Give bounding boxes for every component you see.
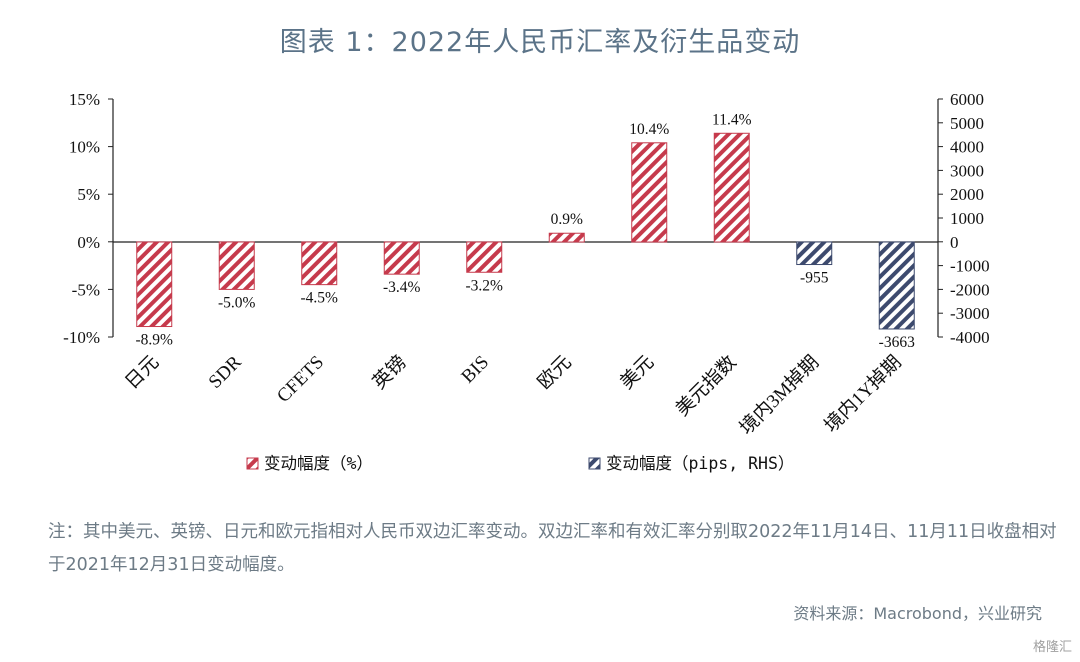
right-tick-label: 5000: [950, 114, 984, 133]
right-tick-label: 6000: [950, 90, 984, 109]
right-tick-label: -3000: [950, 304, 990, 323]
bars: [136, 132, 915, 330]
axes: -10% -5% 0% 5% 10% 15% -4000 -3000 -2000 -1000 0 10…: [63, 90, 990, 439]
bar: [466, 241, 503, 273]
chart-title: 图表 1：2022年人民币汇率及衍生品变动: [279, 27, 801, 58]
category-label: 欧元: [533, 351, 575, 393]
data-label: -8.9%: [136, 332, 174, 349]
data-label: 11.4%: [712, 111, 752, 128]
watermark-logo: 格隆汇: [1032, 640, 1072, 655]
data-label: -3663: [879, 334, 915, 351]
right-tick-label: 2000: [950, 185, 984, 204]
bar: [136, 241, 173, 328]
footnote: 注：其中美元、英镑、日元和欧元指相对人民币双边汇率变动。双边汇率和有效汇率分别取…: [48, 522, 1057, 575]
bar: [383, 241, 420, 275]
data-label: -4.5%: [301, 290, 339, 307]
data-label: 10.4%: [629, 121, 669, 138]
right-tick-label: 1000: [950, 209, 984, 228]
bar: [631, 142, 668, 243]
legend: 变动幅度（%） 变动幅度（pips, RHS）: [246, 454, 794, 473]
category-label: 境内1Y掉期: [820, 351, 906, 437]
left-tick-label: 10%: [69, 138, 100, 157]
left-tick-label: -5%: [72, 280, 100, 299]
bar: [796, 241, 833, 266]
left-tick-label: -10%: [63, 328, 100, 347]
category-label: 日元: [121, 352, 163, 394]
right-tick-label: 0: [950, 233, 959, 252]
right-tick-label: -1000: [950, 257, 990, 276]
right-tick-label: -2000: [950, 280, 990, 299]
category-label: 境内3M掉期: [735, 351, 823, 439]
right-tick-label: 4000: [950, 138, 984, 157]
data-label: -3.2%: [466, 277, 504, 294]
bar: [218, 241, 255, 290]
right-tick-label: 3000: [950, 161, 984, 180]
bar: [548, 232, 585, 243]
legend-swatch: [246, 457, 259, 470]
legend-label: 变动幅度（%）: [264, 454, 373, 473]
legend-label: 变动幅度（pips, RHS）: [606, 454, 794, 473]
left-tick-label: 5%: [77, 185, 100, 204]
category-label: CFETS: [273, 352, 328, 407]
category-label: 美元指数: [671, 351, 740, 420]
left-tick-label: 15%: [69, 90, 100, 109]
bar: [878, 241, 915, 330]
data-label: 0.9%: [551, 211, 583, 228]
left-tick-label: 0%: [77, 233, 100, 252]
right-tick-label: -4000: [950, 328, 990, 347]
data-labels: -8.9% -5.0% -4.5% -3.4% -3.2% 0.9% 10.4% 11.4% -…: [136, 111, 916, 351]
legend-swatch: [588, 457, 601, 470]
data-label: -955: [800, 270, 829, 287]
chart: -10% -5% 0% 5% 10% 15% -4000 -3000 -2000 -1000 0 10…: [63, 90, 990, 473]
data-label: -3.4%: [383, 279, 421, 296]
category-label: 美元: [616, 351, 658, 393]
category-label: SDR: [205, 352, 246, 393]
category-label: BIS: [457, 352, 493, 388]
category-label: 英镑: [368, 351, 410, 393]
bar: [301, 241, 338, 286]
source-text: 资料来源：Macrobond，兴业研究: [793, 604, 1042, 623]
bar: [713, 132, 750, 243]
data-label: -5.0%: [218, 294, 256, 311]
